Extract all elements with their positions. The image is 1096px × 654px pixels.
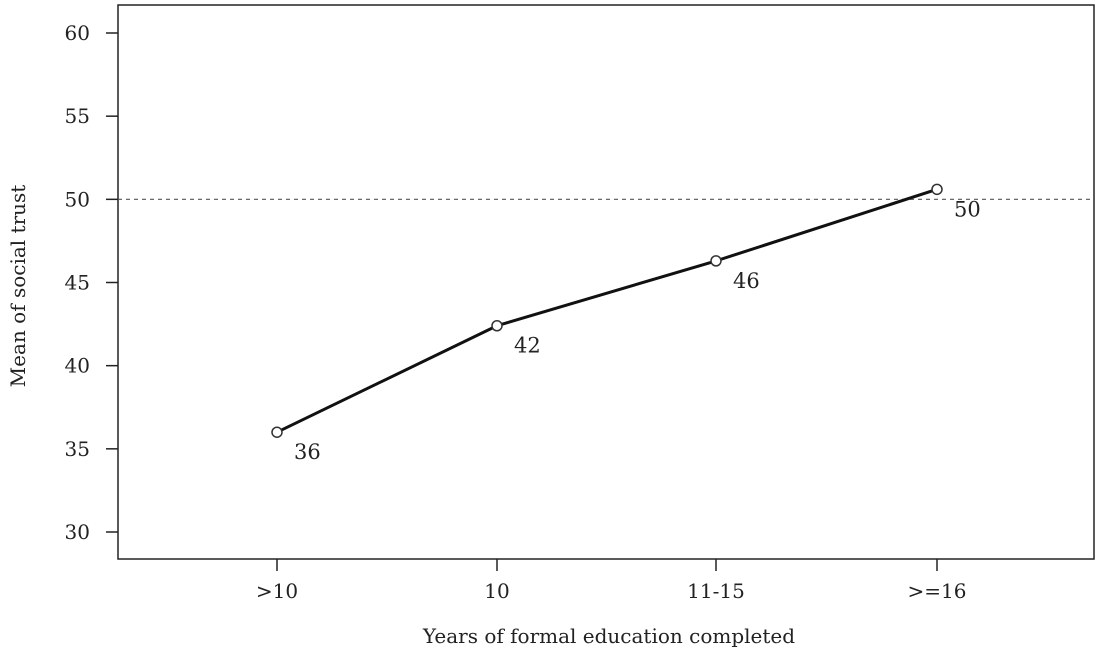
x-tick-label: >=16 <box>908 579 967 603</box>
plot-frame <box>117 4 1095 560</box>
data-point <box>491 319 503 332</box>
y-tick-label: 60 <box>65 21 90 45</box>
x-tick-label: >10 <box>256 579 298 603</box>
data-label: 50 <box>954 197 981 221</box>
y-tick-label: 45 <box>65 271 90 295</box>
data-label: 46 <box>733 269 760 293</box>
y-tick-label: 35 <box>65 437 90 461</box>
y-tick-label: 30 <box>65 520 90 544</box>
data-point <box>710 255 722 267</box>
x-axis-label: Years of formal education completed <box>422 624 795 648</box>
y-tick-label: 40 <box>65 354 90 378</box>
y-tick-label: 50 <box>65 187 90 211</box>
y-tick-label: 55 <box>65 104 90 128</box>
data-label: 42 <box>514 334 541 358</box>
data-label: 36 <box>294 440 321 464</box>
data-point <box>931 183 943 196</box>
series-line <box>276 187 938 434</box>
data-point <box>271 426 283 438</box>
y-axis-label: Mean of social trust <box>6 185 30 388</box>
x-tick-label: 11-15 <box>687 579 745 603</box>
x-tick-label: 10 <box>484 579 509 603</box>
